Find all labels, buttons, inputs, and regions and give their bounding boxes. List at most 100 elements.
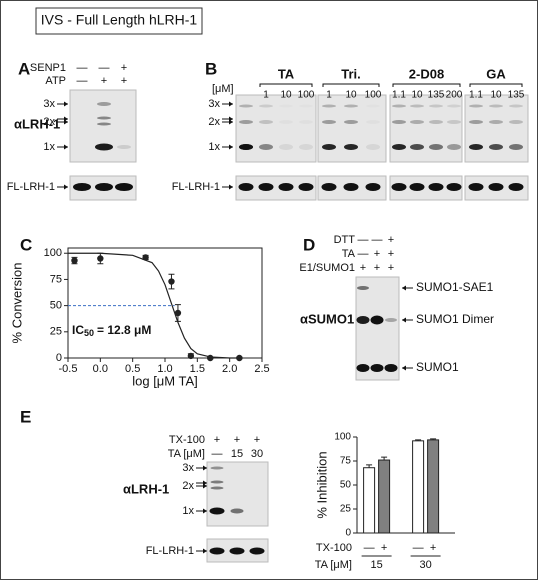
blot-band	[210, 480, 224, 484]
blot-band	[279, 144, 293, 150]
arrow	[57, 101, 68, 107]
blot-band	[366, 144, 380, 150]
category-row-label: TA [μM]	[315, 559, 352, 571]
band-label: 1x	[182, 505, 194, 517]
blot-band	[299, 120, 313, 124]
blot-band	[509, 120, 523, 124]
group-bracket	[469, 83, 523, 87]
blot	[235, 94, 317, 163]
dose-label: 100	[298, 90, 315, 101]
dose-label: 10	[411, 90, 423, 101]
bar	[427, 439, 440, 534]
blot-band	[279, 120, 293, 124]
arrow-head	[64, 116, 68, 122]
dose-label: 200	[446, 90, 463, 101]
row-sign: +	[121, 62, 127, 74]
data-point	[142, 254, 149, 261]
arrow	[402, 317, 413, 323]
antibody-label: αLRH-1	[123, 481, 169, 496]
blot-band	[447, 104, 461, 108]
blot-band	[488, 183, 504, 191]
bar	[363, 467, 376, 534]
blot-band	[239, 104, 253, 108]
band-label: 2x	[43, 116, 55, 128]
blot-band	[259, 120, 273, 124]
band-label: 3x	[182, 462, 194, 474]
arrow-head	[402, 317, 406, 323]
x-tick-label: 2.0	[222, 363, 237, 375]
blot-band	[391, 183, 407, 191]
row-label: TA	[342, 248, 356, 260]
row-label: E1/SUMO1	[299, 262, 355, 274]
arrow-head	[203, 548, 207, 554]
row-sign: +	[388, 248, 394, 260]
blot-band	[97, 102, 111, 106]
blot-band	[370, 364, 384, 372]
dose-label: 1.1	[469, 90, 483, 101]
band-label: FL-LRH-1	[146, 545, 194, 557]
row-sign: —	[212, 448, 223, 460]
blot-band	[410, 144, 424, 150]
arrow-head	[203, 508, 207, 514]
blot-band	[447, 144, 461, 150]
blot-band	[489, 104, 503, 108]
blot-band	[344, 144, 358, 150]
blot-band	[97, 122, 111, 126]
arrow	[402, 365, 413, 371]
row-sign: +	[388, 234, 394, 246]
blot-band	[468, 183, 484, 191]
row-sign: +	[101, 75, 107, 87]
blot-band	[446, 183, 462, 191]
y-axis-label: % Conversion	[9, 263, 24, 344]
blot	[317, 94, 387, 163]
blot-band	[210, 466, 224, 470]
x-tick-label: 0.0	[93, 363, 108, 375]
band-label: 2x	[208, 116, 220, 128]
data-point	[174, 309, 182, 317]
dose-label: 1	[326, 90, 332, 101]
arrow	[196, 480, 207, 489]
x-tick-label: 1.5	[190, 363, 205, 375]
band-label: 3x	[43, 98, 55, 110]
band-label: SUMO1 Dimer	[416, 312, 494, 326]
row-sign: +	[374, 248, 380, 260]
arrow-head	[402, 365, 406, 371]
blot-band	[344, 120, 358, 124]
blot-band	[366, 105, 380, 108]
blot-band	[357, 286, 369, 290]
blot-band	[429, 144, 443, 150]
blot-band	[392, 120, 406, 124]
blot-band	[322, 104, 336, 108]
blot-band	[117, 145, 131, 149]
blot-band	[259, 104, 273, 108]
row-sign: +	[388, 262, 394, 274]
arrow	[57, 144, 68, 150]
blot-band	[409, 183, 425, 191]
blot	[464, 94, 529, 163]
row-sign: +	[234, 434, 240, 446]
x-tick-label: -0.5	[59, 363, 78, 375]
row-label: TA [μM]	[168, 448, 205, 460]
blot-band	[210, 486, 224, 490]
blot-band	[239, 120, 253, 124]
data-point	[168, 278, 175, 285]
panel-letter: E	[20, 407, 31, 426]
blot-band	[356, 316, 370, 324]
blot-band	[230, 508, 244, 514]
data-point	[207, 354, 214, 362]
arrow-head	[229, 116, 233, 122]
dose-label: 10	[345, 90, 357, 101]
blot-band	[356, 364, 370, 372]
blot-band	[298, 183, 314, 191]
blot-band	[489, 144, 503, 150]
blot-band	[259, 144, 273, 150]
data-point	[97, 255, 104, 262]
arrow-head	[402, 285, 406, 291]
blot-band	[489, 120, 503, 124]
unit-label: [μM]	[212, 83, 234, 95]
data-point	[187, 352, 195, 360]
row-label: SENP1	[30, 62, 66, 74]
panel-letter: D	[303, 235, 315, 254]
band-label: FL-LRH-1	[172, 181, 220, 193]
